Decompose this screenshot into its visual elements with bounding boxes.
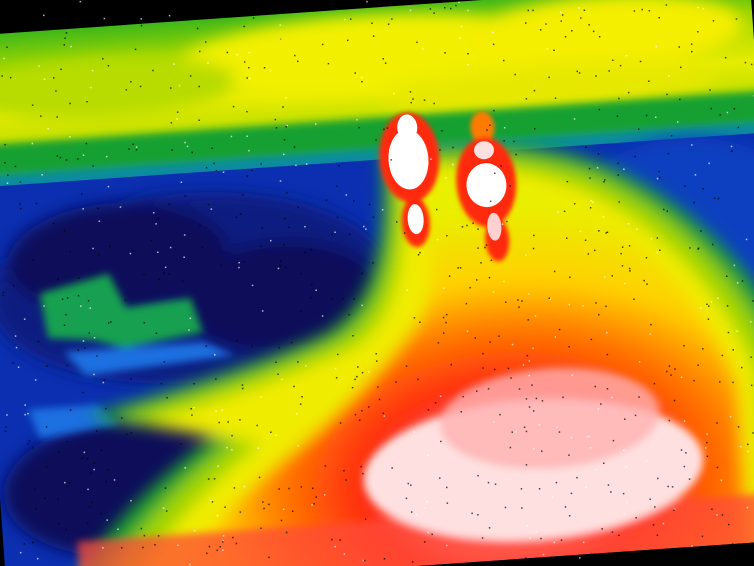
person-left [379, 112, 440, 248]
hot-foreground-region [77, 367, 754, 566]
person-right [456, 111, 517, 262]
